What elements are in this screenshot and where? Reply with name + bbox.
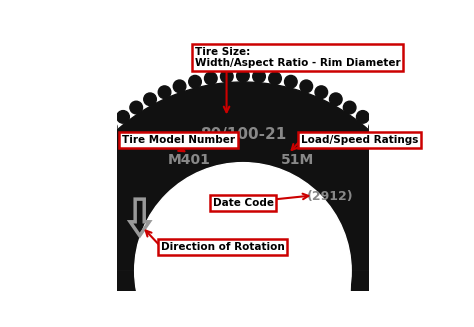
Circle shape: [408, 172, 421, 184]
Circle shape: [430, 292, 442, 304]
Text: Direction of Rotation: Direction of Rotation: [161, 242, 285, 252]
Circle shape: [104, 121, 117, 134]
Circle shape: [144, 93, 156, 106]
Circle shape: [329, 93, 342, 106]
Circle shape: [117, 111, 129, 123]
Circle shape: [426, 217, 438, 229]
Circle shape: [220, 70, 233, 83]
Text: 51M: 51M: [281, 153, 314, 167]
Polygon shape: [351, 271, 432, 327]
Circle shape: [429, 232, 442, 245]
Circle shape: [58, 186, 71, 199]
Circle shape: [421, 201, 434, 214]
Circle shape: [380, 132, 393, 145]
Circle shape: [431, 249, 444, 261]
Circle shape: [52, 201, 64, 214]
Circle shape: [130, 101, 143, 114]
Circle shape: [400, 158, 412, 170]
Circle shape: [158, 86, 171, 98]
Circle shape: [189, 76, 201, 88]
Text: Date Code: Date Code: [213, 198, 273, 208]
Text: 80/100-21: 80/100-21: [200, 128, 286, 143]
Circle shape: [237, 69, 249, 82]
Polygon shape: [54, 271, 135, 327]
Circle shape: [65, 172, 78, 184]
Circle shape: [315, 86, 328, 98]
Circle shape: [173, 80, 186, 93]
Text: Tire Model Number: Tire Model Number: [122, 135, 235, 145]
Circle shape: [424, 318, 437, 327]
Circle shape: [47, 217, 60, 229]
Circle shape: [44, 232, 57, 245]
Circle shape: [204, 72, 217, 85]
Circle shape: [300, 80, 312, 93]
Circle shape: [49, 318, 62, 327]
Circle shape: [415, 186, 428, 199]
Circle shape: [93, 132, 106, 145]
Circle shape: [343, 101, 356, 114]
Polygon shape: [54, 82, 432, 271]
Circle shape: [369, 121, 382, 134]
Text: (2912): (2912): [307, 190, 353, 203]
Text: Load/Speed Ratings: Load/Speed Ratings: [301, 135, 418, 145]
Text: Tire Size:
Width/Aspect Ratio - Rim Diameter: Tire Size: Width/Aspect Ratio - Rim Diam…: [195, 47, 401, 68]
Circle shape: [44, 292, 56, 304]
Circle shape: [82, 145, 95, 157]
Circle shape: [73, 158, 86, 170]
Circle shape: [356, 111, 369, 123]
Circle shape: [432, 265, 444, 277]
Circle shape: [269, 72, 282, 85]
Text: M401: M401: [167, 153, 210, 167]
Circle shape: [42, 265, 54, 277]
Circle shape: [42, 249, 55, 261]
Circle shape: [391, 145, 403, 157]
Circle shape: [284, 76, 297, 88]
Circle shape: [135, 163, 351, 327]
Circle shape: [253, 70, 265, 83]
